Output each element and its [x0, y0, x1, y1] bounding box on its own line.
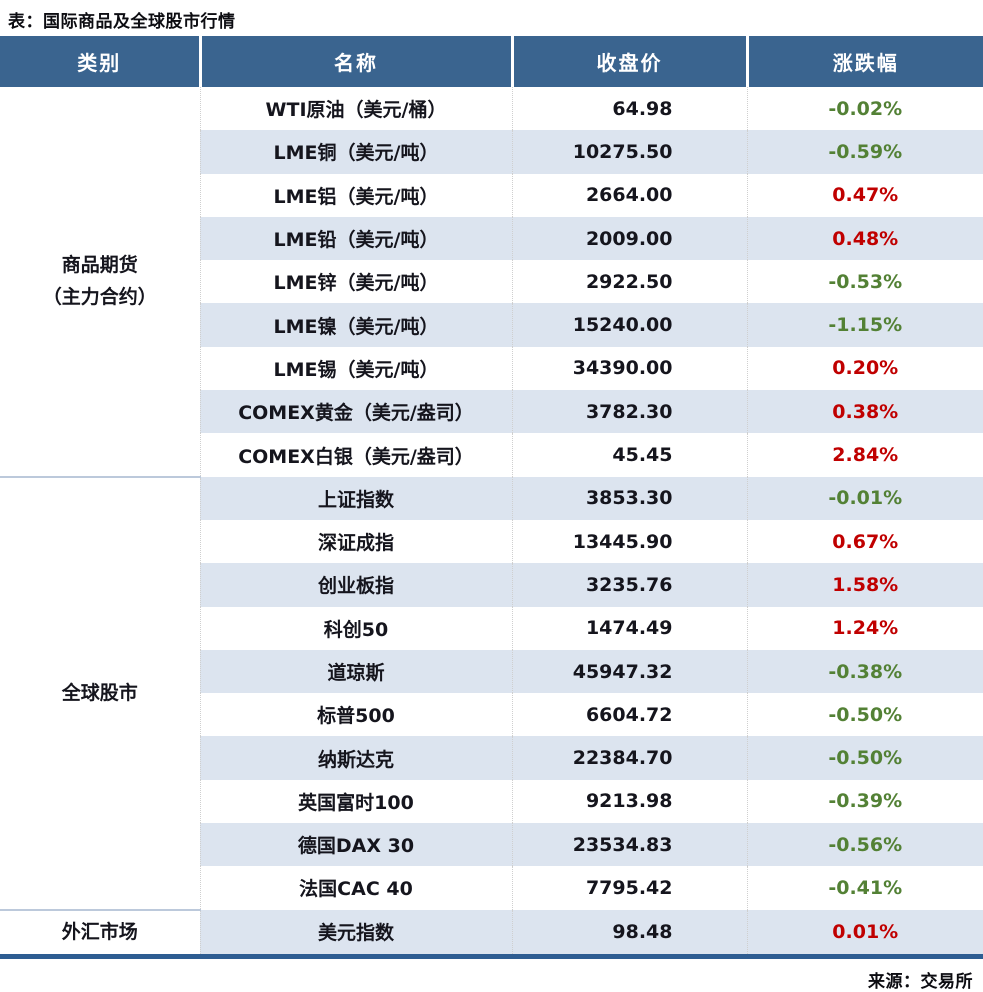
change-pct-cell: -0.41% [746, 866, 983, 910]
table-body: 商品期货 （主力合约） WTI原油（美元/桶） 64.98 -0.02% LME铜（美元/… [0, 87, 983, 957]
table-row: 法国CAC 40 7795.42 -0.41% [0, 866, 983, 910]
table-row: LME铅（美元/吨） 2009.00 0.48% [0, 216, 983, 261]
instrument-name-cell: 纳斯达克 [199, 736, 512, 780]
close-price-cell: 3782.30 [511, 390, 747, 434]
close-price-cell: 1474.49 [511, 606, 747, 650]
table-row: 全球股市 上证指数 3853.30 -0.01% [0, 475, 983, 910]
header-category: 类别 [0, 36, 202, 87]
table-row: LME铜（美元/吨） 10275.50 -0.59% [0, 130, 983, 174]
close-price-cell: 6604.72 [511, 693, 747, 737]
category-label-line: 全球股市 [61, 682, 138, 704]
close-price-cell: 23534.83 [511, 823, 747, 867]
table-row: COMEX黄金（美元/盎司） 3782.30 0.38% [0, 390, 983, 434]
table-row: 创业板指 3235.76 1.58% [0, 563, 983, 607]
page-title: 表：国际商品及全球股市行情 [8, 12, 236, 32]
change-pct-cell: 0.67% [746, 519, 983, 564]
change-pct-cell: -0.59% [746, 130, 983, 174]
instrument-name-cell: LME铜（美元/吨） [199, 130, 512, 174]
category-cell: 商品期货 （主力合约） [0, 87, 200, 477]
change-pct-cell: 0.38% [746, 390, 983, 434]
change-pct-cell: 1.58% [746, 563, 983, 607]
change-pct-cell: -1.15% [746, 303, 983, 347]
instrument-name-cell: LME锡（美元/吨） [199, 346, 512, 391]
change-pct-cell: -0.50% [746, 693, 983, 737]
close-price-cell: 98.48 [511, 909, 747, 957]
source-note: 来源：交易所 [868, 971, 973, 992]
close-price-cell: 9213.98 [511, 779, 747, 824]
close-price-cell: 3235.76 [511, 563, 747, 607]
change-pct-cell: -0.02% [746, 87, 983, 131]
close-price-cell: 2922.50 [511, 260, 747, 304]
change-pct-cell: -0.39% [746, 779, 983, 824]
change-pct-cell: -0.01% [746, 476, 983, 520]
change-pct-cell: -0.56% [746, 823, 983, 867]
close-price-cell: 13445.90 [511, 519, 747, 564]
instrument-name-cell: LME铝（美元/吨） [199, 173, 512, 217]
change-pct-cell: 1.24% [746, 606, 983, 650]
instrument-name-cell: WTI原油（美元/桶） [199, 87, 512, 131]
category-label-line: 商品期货 [61, 254, 138, 277]
close-price-cell: 3853.30 [511, 476, 747, 520]
table-row: 深证成指 13445.90 0.67% [0, 519, 983, 564]
change-pct-cell: -0.53% [746, 260, 983, 304]
table-row: LME镍（美元/吨） 15240.00 -1.15% [0, 303, 983, 347]
table-row: LME锡（美元/吨） 34390.00 0.20% [0, 346, 983, 391]
instrument-name-cell: 德国DAX 30 [199, 823, 512, 867]
instrument-name-cell: 科创50 [199, 606, 512, 650]
instrument-name-cell: 深证成指 [199, 519, 512, 564]
close-price-cell: 22384.70 [511, 736, 747, 780]
category-cell: 外汇市场 [0, 908, 200, 957]
table-row: 科创50 1474.49 1.24% [0, 606, 983, 650]
instrument-name-cell: 创业板指 [199, 563, 512, 607]
instrument-name-cell: 美元指数 [199, 909, 512, 957]
table-row: LME铝（美元/吨） 2664.00 0.47% [0, 173, 983, 217]
header-name: 名称 [200, 36, 514, 87]
category-label-line: 外汇市场 [61, 921, 138, 944]
table-row: 标普500 6604.72 -0.50% [0, 693, 983, 737]
instrument-name-cell: LME铅（美元/吨） [199, 216, 512, 261]
instrument-name-cell: 英国富时100 [199, 779, 512, 824]
close-price-cell: 10275.50 [511, 130, 747, 174]
change-pct-cell: 2.84% [746, 433, 983, 477]
table-header: 类别 名称 收盘价 涨跌幅 [0, 36, 983, 87]
instrument-name-cell: COMEX白银（美元/盎司） [199, 433, 512, 477]
change-pct-cell: -0.50% [746, 736, 983, 780]
instrument-name-cell: 标普500 [199, 693, 512, 737]
close-price-cell: 15240.00 [511, 303, 747, 347]
close-price-cell: 2009.00 [511, 216, 747, 261]
instrument-name-cell: 法国CAC 40 [199, 866, 512, 910]
table-row: 道琼斯 45947.32 -0.38% [0, 649, 983, 694]
close-price-cell: 45.45 [511, 433, 747, 477]
change-pct-cell: 0.01% [746, 909, 983, 957]
market-table: 类别 名称 收盘价 涨跌幅 商品期货 （主力合约） WTI原油（美元/桶） 64.98… [0, 36, 983, 959]
header-row: 类别 名称 收盘价 涨跌幅 [0, 36, 983, 87]
table-row: 纳斯达克 22384.70 -0.50% [0, 736, 983, 780]
change-pct-cell: 0.48% [746, 216, 983, 261]
instrument-name-cell: LME镍（美元/吨） [199, 303, 512, 347]
instrument-name-cell: COMEX黄金（美元/盎司） [199, 390, 512, 434]
change-pct-cell: -0.38% [746, 649, 983, 694]
header-change: 涨跌幅 [747, 36, 983, 87]
instrument-name-cell: 上证指数 [199, 476, 512, 520]
header-close: 收盘价 [512, 36, 749, 87]
close-price-cell: 45947.32 [511, 649, 747, 694]
table-row: 商品期货 （主力合约） WTI原油（美元/桶） 64.98 -0.02% [0, 87, 983, 477]
category-cell: 全球股市 [0, 475, 200, 910]
table-row: LME锌（美元/吨） 2922.50 -0.53% [0, 260, 983, 304]
close-price-cell: 64.98 [511, 87, 747, 131]
change-pct-cell: 0.20% [746, 346, 983, 391]
table-row: 英国富时100 9213.98 -0.39% [0, 779, 983, 824]
change-pct-cell: 0.47% [746, 173, 983, 217]
instrument-name-cell: LME锌（美元/吨） [199, 260, 512, 304]
instrument-name-cell: 道琼斯 [199, 649, 512, 694]
close-price-cell: 34390.00 [511, 346, 747, 391]
close-price-cell: 7795.42 [511, 866, 747, 910]
table-row: 德国DAX 30 23534.83 -0.56% [0, 823, 983, 867]
table-row: 外汇市场 美元指数 98.48 0.01% [0, 908, 983, 957]
close-price-cell: 2664.00 [511, 173, 747, 217]
category-label-line: （主力合约） [42, 286, 157, 309]
table-row: COMEX白银（美元/盎司） 45.45 2.84% [0, 433, 983, 477]
